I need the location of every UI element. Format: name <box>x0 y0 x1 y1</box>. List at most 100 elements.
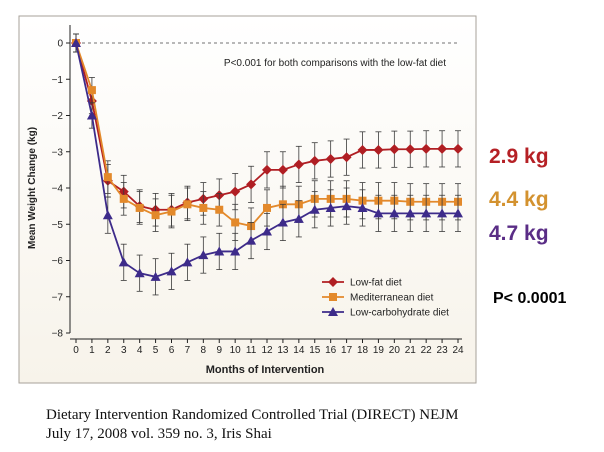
y-tick-label: −6 <box>52 256 64 267</box>
data-point <box>293 213 304 223</box>
y-tick-label: −8 <box>52 329 64 340</box>
x-tick-label: 18 <box>357 345 369 356</box>
y-tick-label: 0 <box>57 39 63 50</box>
data-point <box>277 164 288 175</box>
data-point <box>309 155 320 166</box>
data-point <box>182 257 193 267</box>
x-tick-label: 15 <box>309 345 321 356</box>
data-point <box>277 217 288 227</box>
chart-marks <box>71 33 463 296</box>
x-tick-label: 9 <box>216 345 222 356</box>
data-point <box>119 194 128 203</box>
data-point <box>405 144 416 155</box>
mediterranean-result-label: 4.4 kg <box>489 188 549 211</box>
x-tick-label: 17 <box>341 345 353 356</box>
data-point <box>246 235 257 245</box>
x-tick-label: 2 <box>105 345 111 356</box>
data-point <box>150 271 161 281</box>
y-axis-label: Mean Weight Change (kg) <box>27 127 38 249</box>
legend-swatch-marker <box>329 293 337 301</box>
data-point <box>389 144 400 155</box>
chart-axes: 0−1−2−3−4−5−6−7−80 1 2 3 4 5 6 7 8 9 10 11 12 13 14 15 1… <box>52 25 464 356</box>
data-point <box>341 152 352 163</box>
x-tick-label: 11 <box>246 345 257 356</box>
x-tick-label: 21 <box>405 345 417 356</box>
x-tick-label: 4 <box>137 345 143 356</box>
data-point <box>166 266 177 276</box>
data-point <box>262 164 272 175</box>
data-point <box>230 246 241 256</box>
data-point <box>405 208 416 218</box>
data-point <box>183 200 192 209</box>
low-fat-result-label: 2.9 kg <box>489 145 549 168</box>
data-point <box>357 202 368 212</box>
x-tick-label: 24 <box>452 345 464 356</box>
p-value-label: P< 0.0001 <box>493 290 567 307</box>
data-point <box>389 208 400 218</box>
data-point <box>309 204 320 214</box>
data-point <box>341 201 352 211</box>
chart-legend: Low-fat diet Mediterranean diet Low-carboh… <box>322 277 449 319</box>
legend-entry-label: Low-carbohydrate diet <box>350 308 449 319</box>
data-point <box>215 205 224 214</box>
caption-line-1: Dietary Intervention Randomized Controll… <box>46 407 459 423</box>
y-tick-label: −1 <box>52 75 64 86</box>
x-tick-label: 23 <box>437 345 449 356</box>
data-point <box>262 226 272 236</box>
x-tick-label: 12 <box>261 345 273 356</box>
x-tick-label: 22 <box>421 345 433 356</box>
data-point <box>373 208 384 218</box>
x-tick-label: 6 <box>169 345 175 356</box>
data-point <box>103 173 112 182</box>
x-tick-label: 7 <box>185 345 191 356</box>
data-point <box>230 186 241 197</box>
x-tick-label: 5 <box>153 345 159 356</box>
data-point <box>437 208 448 218</box>
x-tick-label: 8 <box>201 345 207 356</box>
y-tick-label: −4 <box>52 184 64 195</box>
y-tick-label: −3 <box>52 147 64 158</box>
data-point <box>167 207 176 216</box>
data-point <box>199 203 208 212</box>
x-tick-label: 16 <box>325 345 337 356</box>
data-point <box>246 179 257 190</box>
data-point <box>151 211 160 220</box>
data-point <box>325 202 336 212</box>
chart-annotation: P<0.001 for both comparisons with the lo… <box>224 58 446 69</box>
figure-panel <box>18 15 477 384</box>
series-triangle <box>71 33 463 296</box>
data-point <box>421 143 432 154</box>
data-point <box>198 250 209 260</box>
x-tick-label: 13 <box>277 345 289 356</box>
x-tick-label: 3 <box>121 345 127 356</box>
y-tick-label: −5 <box>52 220 64 231</box>
data-point <box>86 110 97 120</box>
data-point <box>214 246 225 256</box>
data-point <box>357 144 368 155</box>
data-point <box>325 154 336 164</box>
legend-swatch-marker <box>328 277 338 287</box>
x-tick-label: 20 <box>389 345 401 356</box>
legend-swatch-marker <box>328 307 338 316</box>
x-tick-label: 0 <box>73 345 79 356</box>
data-point <box>421 208 432 218</box>
data-point <box>135 203 144 212</box>
x-axis-label: Months of Intervention <box>206 364 325 376</box>
data-point <box>453 143 463 154</box>
x-tick-label: 10 <box>230 345 242 356</box>
data-point <box>87 86 96 95</box>
caption-line-2: July 17, 2008 vol. 359 no. 3, Iris Shai <box>46 426 272 442</box>
legend-entry-label: Mediterranean diet <box>350 293 434 304</box>
x-tick-label: 19 <box>373 345 385 356</box>
y-tick-label: −7 <box>52 292 64 303</box>
y-tick-label: −2 <box>52 111 64 122</box>
data-point <box>71 38 81 47</box>
data-point <box>293 159 304 170</box>
legend-entry-label: Low-fat diet <box>350 278 402 289</box>
low-carb-result-label: 4.7 kg <box>489 222 549 245</box>
data-point <box>231 218 240 227</box>
data-point <box>437 143 448 154</box>
data-point <box>453 208 463 218</box>
data-point <box>134 268 145 278</box>
